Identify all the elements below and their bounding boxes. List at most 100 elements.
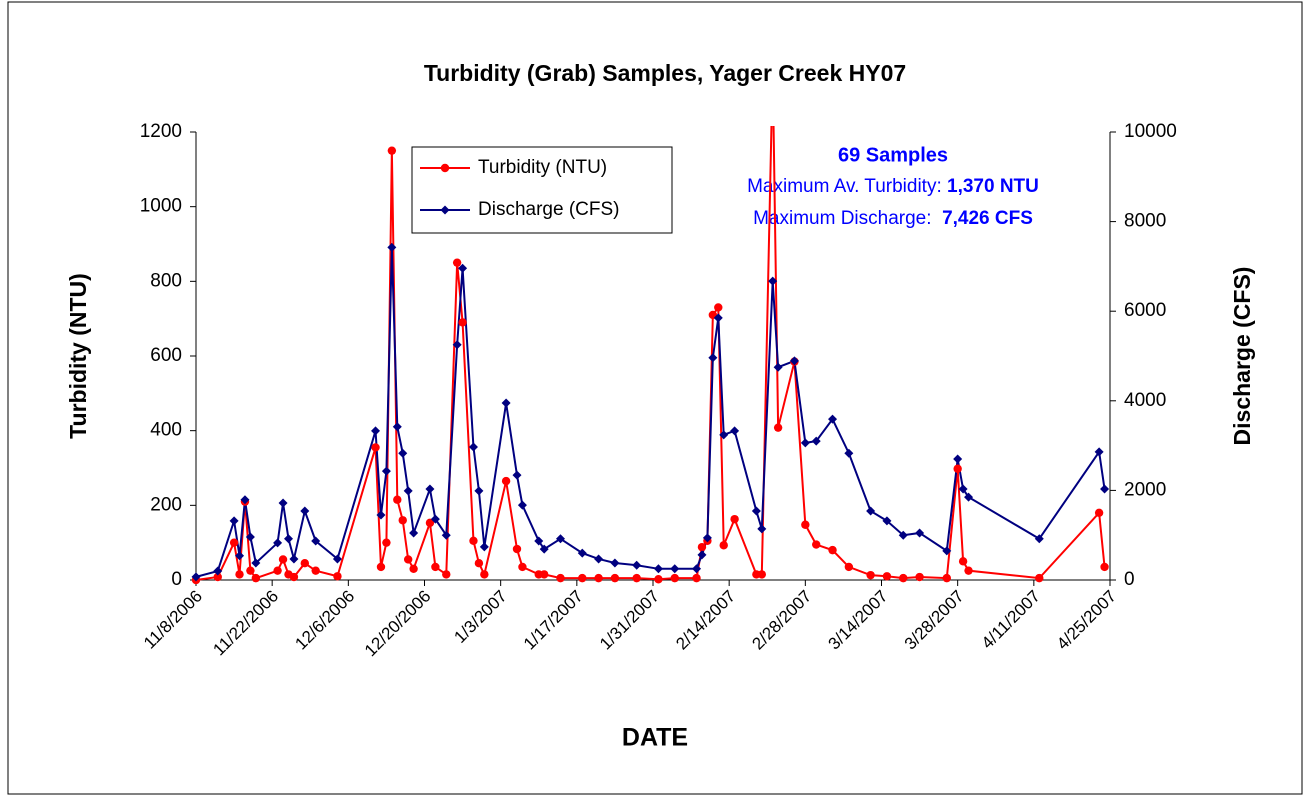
- marker: [654, 575, 663, 584]
- marker: [382, 538, 391, 547]
- y2-tick-label: 8000: [1124, 211, 1166, 232]
- marker: [670, 564, 680, 574]
- y-tick-label: 600: [150, 345, 182, 366]
- y-tick-label: 400: [150, 420, 182, 441]
- marker: [714, 303, 723, 312]
- marker: [594, 573, 603, 583]
- marker: [251, 558, 261, 568]
- marker: [730, 426, 740, 436]
- marker: [534, 536, 544, 546]
- marker: [474, 559, 484, 568]
- marker: [333, 572, 342, 581]
- marker: [812, 540, 821, 549]
- annotation-value: 1,370 NTU: [947, 176, 1039, 197]
- marker: [882, 516, 892, 526]
- annotation: Maximum Discharge: 7,426 CFS: [753, 208, 1033, 229]
- annotations: 69 Samples Maximum Av. Turbidity: 1,370 …: [747, 144, 1039, 229]
- marker: [1100, 484, 1110, 494]
- marker: [278, 498, 288, 508]
- marker: [191, 572, 201, 582]
- y2-tick-label: 0: [1124, 569, 1135, 590]
- marker: [403, 486, 413, 496]
- marker: [670, 573, 679, 583]
- legend-box: [411, 146, 673, 234]
- marker: [283, 534, 293, 544]
- marker: [882, 572, 892, 581]
- marker: [757, 524, 767, 534]
- marker: [844, 448, 854, 458]
- marker: [594, 554, 604, 564]
- marker: [828, 545, 837, 555]
- marker: [632, 560, 642, 570]
- marker: [376, 510, 386, 520]
- marker: [441, 530, 451, 540]
- marker: [801, 520, 810, 529]
- marker: [229, 538, 239, 547]
- annotation-text: Maximum Discharge:: [753, 208, 942, 229]
- marker: [409, 564, 418, 573]
- marker: [425, 484, 435, 494]
- marker: [300, 506, 310, 516]
- marker: [702, 533, 712, 543]
- marker: [828, 414, 838, 424]
- marker: [512, 470, 522, 480]
- y2-tick-label: 4000: [1124, 390, 1166, 411]
- marker: [289, 554, 299, 564]
- y2-axis-label: Discharge (CFS): [1229, 267, 1255, 446]
- marker: [539, 570, 549, 579]
- marker: [251, 573, 261, 583]
- marker: [431, 562, 440, 572]
- legend: Turbidity (NTU) Discharge (CFS): [411, 146, 673, 234]
- marker: [773, 362, 783, 372]
- marker: [751, 506, 761, 516]
- marker: [1094, 508, 1104, 517]
- marker: [556, 573, 565, 583]
- marker: [800, 438, 810, 448]
- legend-label: Turbidity (NTU): [478, 157, 607, 178]
- annotation: 69 Samples: [838, 144, 948, 166]
- marker: [480, 570, 489, 579]
- marker: [398, 448, 408, 458]
- marker: [246, 566, 255, 575]
- marker: [610, 558, 620, 568]
- marker: [773, 423, 783, 432]
- marker: [958, 557, 968, 566]
- marker: [458, 263, 468, 273]
- marker: [898, 530, 908, 540]
- marker: [469, 536, 478, 545]
- y-tick-label: 1000: [140, 196, 182, 217]
- chart-title: Turbidity (Grab) Samples, Yager Creek HY…: [424, 60, 906, 86]
- marker: [958, 484, 968, 494]
- marker: [915, 528, 925, 538]
- marker: [468, 442, 478, 452]
- marker: [539, 544, 549, 554]
- y-tick-label: 0: [171, 569, 182, 590]
- marker: [452, 340, 462, 350]
- marker: [632, 573, 641, 583]
- marker: [844, 562, 854, 572]
- marker: [392, 422, 402, 432]
- legend-label: Discharge (CFS): [478, 199, 619, 220]
- marker: [708, 353, 718, 363]
- marker: [479, 542, 489, 552]
- marker: [376, 562, 386, 572]
- marker: [442, 570, 451, 579]
- marker: [332, 554, 342, 564]
- marker: [1100, 562, 1109, 572]
- marker: [213, 572, 222, 582]
- marker: [213, 566, 223, 576]
- marker: [311, 566, 320, 575]
- marker: [578, 573, 587, 583]
- marker: [430, 514, 440, 524]
- marker: [899, 573, 908, 583]
- marker: [273, 566, 282, 575]
- marker: [719, 430, 729, 440]
- marker: [371, 426, 381, 436]
- marker: [964, 492, 974, 502]
- marker: [393, 495, 402, 504]
- marker: [300, 559, 310, 568]
- marker: [730, 514, 739, 524]
- marker: [697, 550, 707, 560]
- marker: [240, 495, 250, 505]
